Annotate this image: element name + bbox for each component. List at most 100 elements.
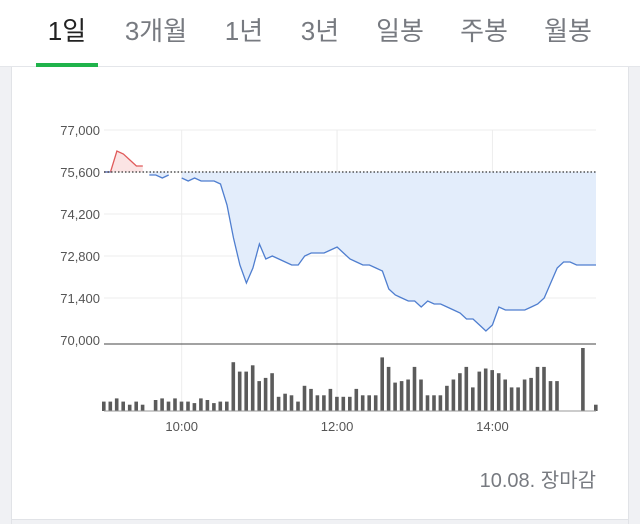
volume-bar-21 <box>237 371 242 411</box>
y-tick-label-5: 77,000 <box>60 123 100 138</box>
volume-bar-13 <box>186 401 190 411</box>
volume-bar-18 <box>218 401 223 411</box>
volume-bar-67 <box>535 366 540 411</box>
volume-bar-22 <box>244 371 248 411</box>
volume-bar-60 <box>490 370 494 411</box>
y-tick-label-0: 70,000 <box>60 333 100 348</box>
volume-bar-42 <box>373 395 378 412</box>
y-tick-label-1: 71,400 <box>60 291 100 306</box>
volume-bar-14 <box>192 403 197 411</box>
volume-bar-49 <box>419 379 423 411</box>
price-down-line-2 <box>181 177 596 332</box>
volume-bar-74 <box>581 348 585 411</box>
volume-bar-70 <box>555 381 559 411</box>
tab-3year[interactable]: 3년 <box>300 16 340 46</box>
volume-bar-69 <box>548 381 553 411</box>
volume-bar-4 <box>127 404 132 411</box>
volume-bar-24 <box>257 381 261 411</box>
y-tick-label-3: 74,200 <box>60 207 100 222</box>
volume-bar-55 <box>458 373 462 411</box>
volume-bar-47 <box>406 379 410 411</box>
volume-bar-11 <box>173 398 177 411</box>
volume-bar-33 <box>315 395 320 412</box>
volume-bar-50 <box>425 395 430 412</box>
volume-bar-45 <box>393 382 397 411</box>
price-down-line-1 <box>149 174 169 179</box>
volume-bar-56 <box>464 366 469 411</box>
volume-bar-43 <box>380 357 384 411</box>
price-down-area-2 <box>181 172 596 331</box>
volume-bar-28 <box>283 393 287 411</box>
y-tick-label-2: 72,800 <box>60 249 100 264</box>
volume-bar-37 <box>341 396 346 411</box>
period-tabs: 1일 3개월 1년 3년 일봉 주봉 월봉 <box>0 0 640 67</box>
volume-bar-9 <box>160 398 164 411</box>
volume-bar-58 <box>477 371 482 411</box>
panel-border-bottom <box>11 519 629 520</box>
x-tick-label-2: 14:00 <box>476 419 509 434</box>
x-tick-label-0: 10:00 <box>165 419 198 434</box>
volume-bar-57 <box>471 387 475 411</box>
volume-bar-2 <box>114 398 119 411</box>
volume-bar-23 <box>250 365 255 411</box>
volume-bar-62 <box>503 379 507 411</box>
panel-border-right <box>628 67 629 524</box>
tab-daily-candle[interactable]: 일봉 <box>376 16 424 46</box>
volume-bar-26 <box>270 373 274 411</box>
active-tab-indicator <box>36 63 98 67</box>
trade-date: 10.08. <box>479 470 536 492</box>
volume-bar-29 <box>289 395 294 412</box>
volume-bar-32 <box>309 388 313 411</box>
price-up-area-0 <box>104 151 143 172</box>
volume-bar-48 <box>412 366 417 411</box>
volume-bar-44 <box>386 366 391 411</box>
volume-bar-61 <box>496 373 501 411</box>
volume-bar-66 <box>529 377 533 411</box>
volume-bar-65 <box>522 379 527 411</box>
volume-bar-0 <box>102 401 106 411</box>
volume-bar-30 <box>296 401 300 411</box>
y-tick-label-4: 75,600 <box>60 165 100 180</box>
volume-bar-31 <box>302 385 307 411</box>
panel-border-left <box>11 67 12 524</box>
volume-bar-63 <box>509 387 514 411</box>
tab-weekly-candle[interactable]: 주봉 <box>460 16 508 46</box>
volume-bar-15 <box>199 398 203 411</box>
volume-bar-3 <box>121 401 125 411</box>
tab-3month[interactable]: 3개월 <box>124 16 188 46</box>
tab-1day[interactable]: 1일 <box>47 16 87 46</box>
volume-bar-34 <box>322 395 326 412</box>
volume-bar-51 <box>432 395 436 412</box>
volume-bar-46 <box>399 381 404 411</box>
x-tick-label-1: 12:00 <box>321 419 354 434</box>
volume-bar-41 <box>367 395 371 412</box>
volume-bar-64 <box>516 387 520 411</box>
volume-bar-25 <box>263 377 268 411</box>
volume-bar-53 <box>445 385 449 411</box>
volume-bar-6 <box>140 404 145 411</box>
volume-bar-12 <box>179 401 184 411</box>
volume-bar-35 <box>328 388 333 411</box>
market-status: 10.08. 장마감 <box>480 464 596 493</box>
volume-bar-10 <box>166 401 171 411</box>
price-down-area-1 <box>149 172 169 178</box>
volume-bar-36 <box>335 396 339 411</box>
tab-monthly-candle[interactable]: 월봉 <box>544 16 592 46</box>
volume-bar-52 <box>438 395 443 412</box>
tab-1year[interactable]: 1년 <box>224 16 264 46</box>
volume-bar-59 <box>483 368 488 411</box>
volume-bar-20 <box>231 362 236 411</box>
volume-bar-8 <box>153 400 158 411</box>
market-close-label: 장마감 <box>540 470 596 492</box>
volume-bar-40 <box>360 395 365 412</box>
volume-bar-54 <box>451 379 456 411</box>
volume-bar-17 <box>212 403 216 411</box>
volume-bar-38 <box>348 396 352 411</box>
volume-bar-16 <box>205 400 210 411</box>
volume-bar-5 <box>134 401 138 411</box>
volume-bar-68 <box>542 366 546 411</box>
volume-bar-27 <box>276 396 281 411</box>
volume-bar-39 <box>354 388 359 411</box>
volume-bar-19 <box>225 401 229 411</box>
